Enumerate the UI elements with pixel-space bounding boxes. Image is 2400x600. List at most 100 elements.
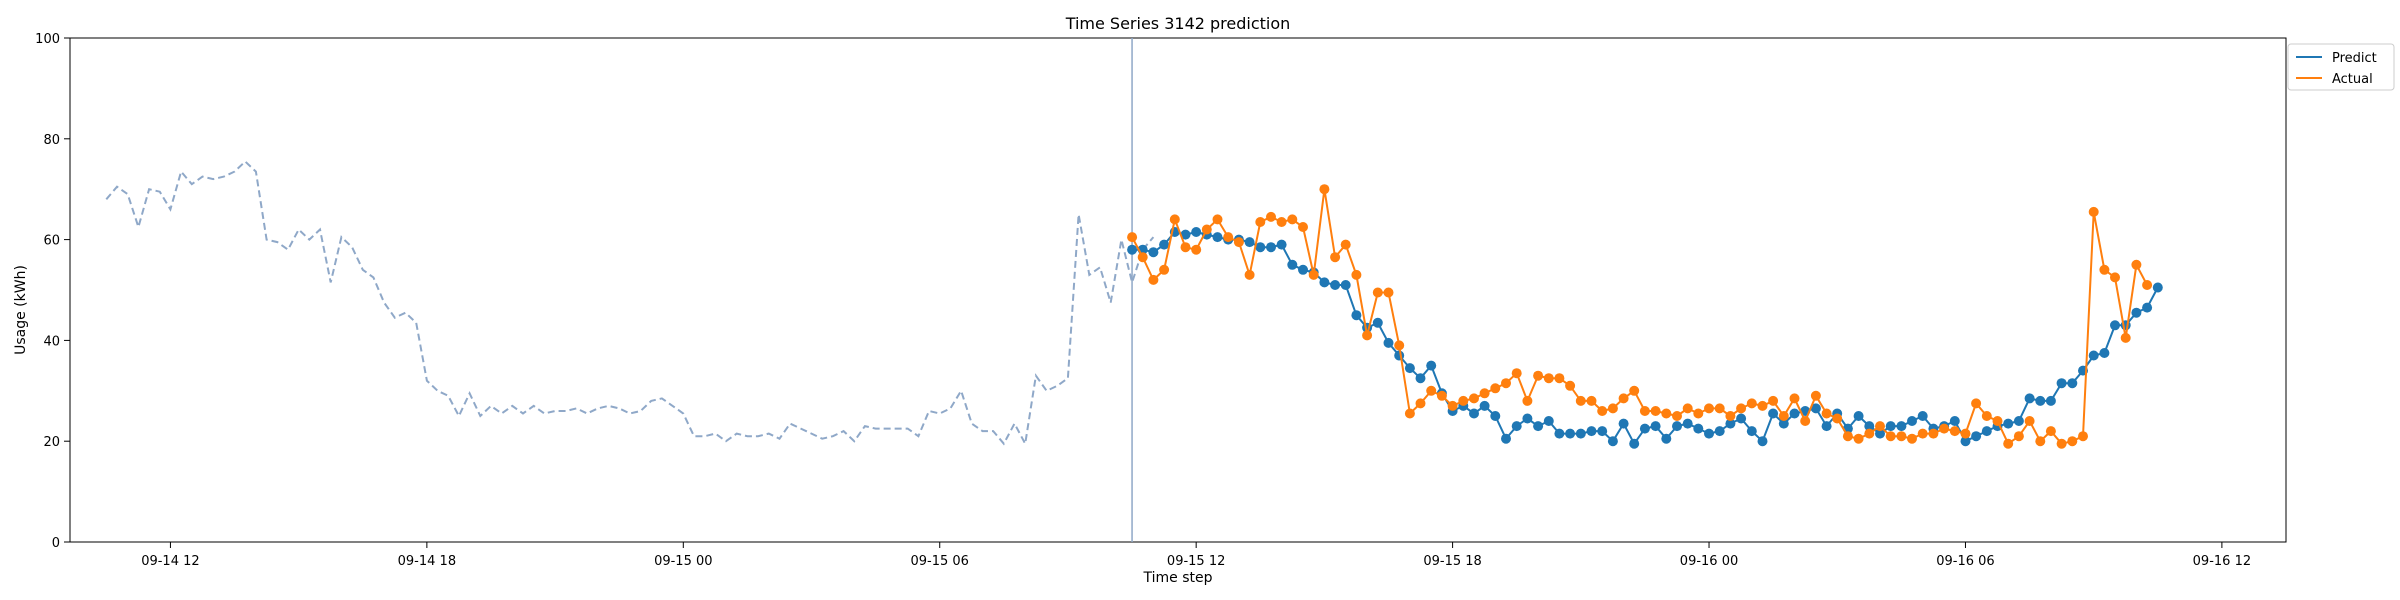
data-point-predict	[1757, 436, 1768, 447]
y-axis-label: Usage (kWh)	[13, 265, 29, 355]
data-point-actual	[2131, 259, 2142, 270]
data-point-actual	[1169, 214, 1180, 225]
data-point-predict	[1575, 428, 1586, 439]
data-point-actual	[2013, 431, 2024, 442]
data-point-actual	[1960, 428, 1971, 439]
data-point-actual	[1308, 269, 1319, 280]
history-line	[105, 160, 1155, 447]
data-point-predict	[1597, 426, 1608, 437]
y-tick-label: 0	[52, 536, 60, 551]
data-point-actual	[1917, 428, 1928, 439]
data-point-predict	[1725, 418, 1736, 429]
data-point-actual	[1404, 408, 1415, 419]
data-point-actual	[1554, 373, 1565, 384]
data-point-actual	[2003, 438, 2014, 449]
data-point-actual	[1939, 423, 1950, 434]
data-point-predict	[1917, 411, 1928, 421]
data-point-actual	[2088, 206, 2099, 217]
data-point-predict	[1960, 436, 1971, 447]
data-point-predict	[1148, 247, 1159, 258]
data-point-predict	[1276, 239, 1287, 250]
data-point-actual	[1372, 287, 1383, 298]
x-tick-label: 09-14 18	[398, 554, 456, 569]
data-point-predict	[1287, 259, 1298, 270]
data-point-actual	[1362, 330, 1373, 341]
data-point-actual	[1127, 232, 1138, 243]
data-point-predict	[1255, 242, 1266, 253]
data-point-predict	[1479, 400, 1490, 411]
data-point-actual	[1746, 398, 1757, 409]
data-point-actual	[1928, 428, 1939, 439]
data-point-actual	[1479, 388, 1490, 399]
data-point-actual	[1875, 421, 1885, 432]
x-tick-label: 09-15 18	[1423, 554, 1481, 569]
data-point-predict	[1351, 310, 1362, 321]
data-point-actual	[1330, 252, 1341, 263]
x-tick-label: 09-16 00	[1680, 554, 1738, 569]
data-point-predict	[1907, 416, 1917, 426]
data-point-predict	[1810, 403, 1821, 414]
data-point-predict	[1298, 264, 1308, 275]
data-point-actual	[1319, 184, 1330, 195]
data-point-actual	[1597, 406, 1608, 416]
data-point-actual	[1137, 252, 1148, 263]
data-point-actual	[1212, 214, 1223, 225]
data-point-actual	[2067, 436, 2078, 447]
data-point-actual	[2142, 280, 2153, 290]
data-point-actual	[1565, 380, 1576, 391]
data-point-actual	[1661, 408, 1672, 419]
data-point-actual	[1704, 403, 1714, 414]
data-point-actual	[1383, 287, 1394, 298]
data-point-predict	[1618, 418, 1629, 429]
legend-label-predict: Predict	[2332, 51, 2377, 66]
data-point-actual	[1511, 368, 1522, 379]
data-point-predict	[1736, 413, 1747, 424]
data-point-actual	[1757, 400, 1768, 411]
data-point-actual	[2120, 332, 2131, 343]
data-point-actual	[1639, 406, 1650, 416]
data-point-actual	[1618, 393, 1629, 404]
data-point-predict	[1266, 242, 1276, 253]
y-tick-label: 20	[43, 435, 60, 450]
data-point-predict	[1639, 423, 1650, 434]
data-point-predict	[1426, 360, 1437, 371]
data-point-predict	[2013, 416, 2024, 426]
data-point-predict	[1319, 277, 1330, 288]
data-point-predict	[1383, 337, 1394, 348]
data-point-predict	[1864, 421, 1875, 432]
data-point-predict	[1543, 416, 1554, 426]
data-point-actual	[1255, 217, 1266, 227]
data-point-predict	[1714, 426, 1725, 437]
data-point-actual	[1853, 433, 1864, 444]
data-point-predict	[2131, 307, 2142, 318]
x-tick-label: 09-15 12	[1167, 554, 1225, 569]
data-point-actual	[1490, 383, 1501, 394]
data-point-predict	[2035, 395, 2046, 406]
data-point-actual	[2056, 438, 2067, 449]
data-point-predict	[1981, 426, 1992, 437]
data-point-predict	[1661, 433, 1672, 444]
y-tick-label: 100	[35, 32, 60, 47]
data-point-predict	[1586, 426, 1597, 437]
data-point-actual	[1981, 411, 1992, 421]
data-point-actual	[1469, 393, 1479, 404]
data-point-actual	[1864, 428, 1875, 439]
x-tick-label: 09-16 12	[2193, 554, 2251, 569]
data-point-predict	[1404, 363, 1415, 374]
data-point-predict	[2152, 282, 2163, 293]
data-point-actual	[1394, 340, 1405, 351]
data-point-predict	[2024, 393, 2035, 404]
data-point-actual	[1896, 431, 1907, 442]
data-point-predict	[1704, 428, 1714, 439]
data-point-actual	[1672, 411, 1682, 421]
data-point-actual	[1607, 403, 1618, 414]
data-point-actual	[1725, 411, 1736, 421]
data-point-actual	[1340, 239, 1351, 250]
plot-frame	[69, 37, 2287, 543]
series-actual	[1127, 184, 2153, 449]
data-point-predict	[1372, 317, 1383, 328]
data-point-predict	[1682, 418, 1693, 429]
data-point-actual	[1501, 378, 1511, 389]
data-point-actual	[2110, 272, 2120, 283]
